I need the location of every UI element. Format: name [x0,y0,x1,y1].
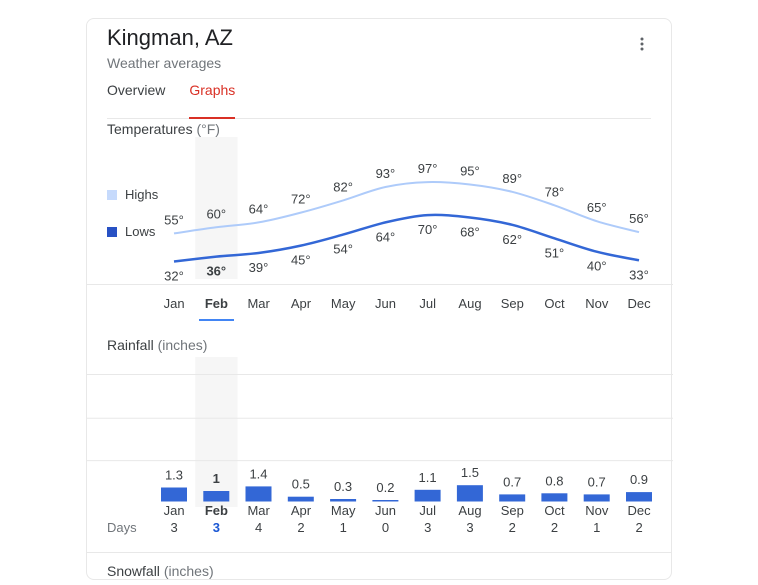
svg-text:64°: 64° [376,229,396,244]
svg-text:1.5: 1.5 [461,465,479,480]
svg-text:72°: 72° [291,192,311,207]
svg-text:65°: 65° [587,200,607,215]
svg-text:68°: 68° [460,225,480,240]
svg-text:78°: 78° [545,184,565,199]
svg-text:0.3: 0.3 [334,479,352,494]
svg-text:62°: 62° [502,232,522,247]
svg-text:97°: 97° [418,161,438,176]
svg-text:93°: 93° [376,166,396,181]
svg-text:0.9: 0.9 [630,472,648,487]
svg-text:1.1: 1.1 [419,470,437,485]
svg-text:54°: 54° [333,242,353,257]
svg-text:89°: 89° [502,171,522,186]
svg-text:0.2: 0.2 [376,480,394,495]
svg-text:32°: 32° [164,269,184,284]
svg-text:1.3: 1.3 [165,468,183,483]
svg-text:0.7: 0.7 [503,474,521,489]
svg-text:55°: 55° [164,212,184,227]
svg-text:0.8: 0.8 [545,473,563,488]
svg-text:82°: 82° [333,179,353,194]
svg-text:0.7: 0.7 [588,474,606,489]
svg-text:33°: 33° [629,267,649,282]
svg-text:1: 1 [213,471,220,486]
svg-text:45°: 45° [291,253,311,268]
svg-text:51°: 51° [545,245,565,260]
svg-text:56°: 56° [629,211,649,226]
svg-text:0.5: 0.5 [292,477,310,492]
svg-text:95°: 95° [460,164,480,179]
svg-text:1.4: 1.4 [249,466,267,481]
svg-text:60°: 60° [206,206,226,221]
svg-text:39°: 39° [249,260,269,275]
svg-text:70°: 70° [418,222,438,237]
svg-text:36°: 36° [206,264,226,279]
svg-text:40°: 40° [587,259,607,274]
svg-text:64°: 64° [249,201,269,216]
